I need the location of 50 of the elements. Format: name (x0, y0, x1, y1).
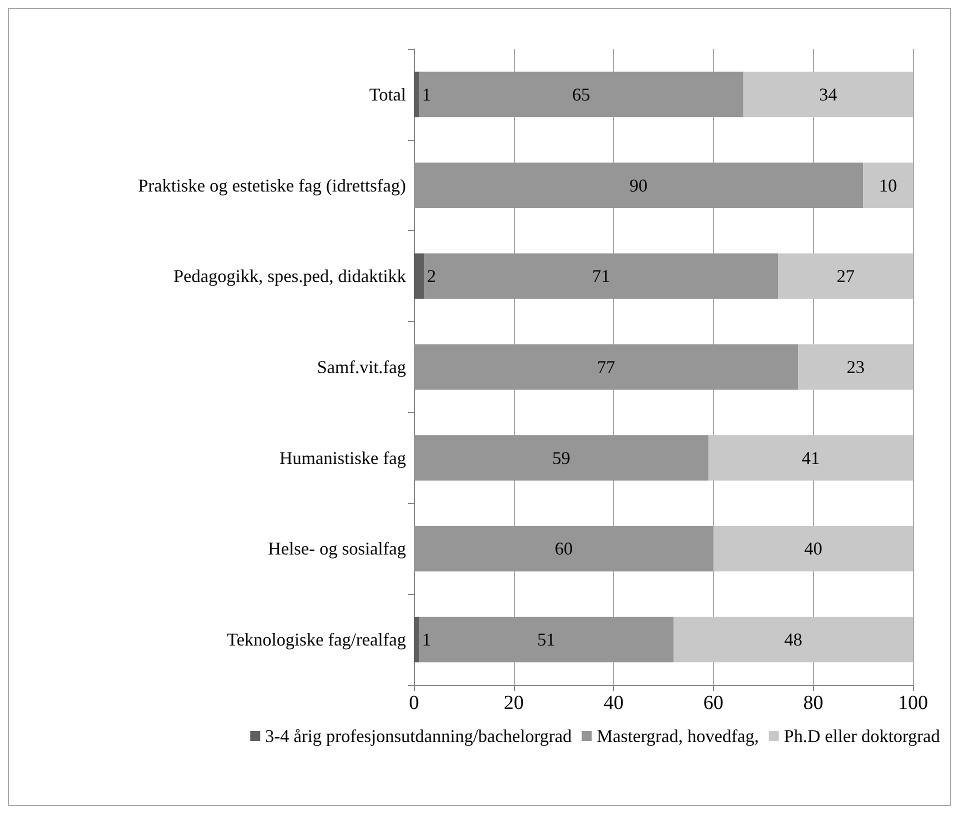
y-tick-label: Total (369, 84, 406, 104)
x-tick-label: 100 (898, 692, 928, 714)
bar (798, 344, 913, 390)
bar (743, 72, 913, 118)
bar (414, 344, 798, 390)
data-label: 2 (426, 266, 436, 286)
data-label: 60 (554, 538, 573, 559)
bar (414, 253, 424, 299)
legend-label: Ph.D eller doktorgrad (784, 726, 940, 746)
y-tick-label: Teknologiske fag/realfag (226, 630, 406, 650)
data-label: 23 (846, 357, 865, 377)
bar (713, 526, 913, 572)
x-tick-label: 40 (604, 692, 624, 714)
legend-label: Mastergrad, hovedfag, (596, 726, 759, 746)
data-label: 34 (819, 84, 838, 104)
data-label: 1 (422, 84, 431, 104)
legend-label: 3-4 årig profesjonsutdanning/bachelorgrad (265, 726, 572, 746)
y-tick-label: Humanistiske fag (280, 448, 406, 468)
bar (414, 162, 864, 208)
bar (414, 435, 708, 481)
bar (778, 253, 913, 299)
data-label: 40 (804, 538, 822, 559)
data-label: 90 (630, 175, 648, 196)
data-label: 77 (597, 357, 616, 377)
bar (414, 72, 419, 118)
data-label: 51 (537, 630, 556, 650)
x-tick-label: 0 (409, 692, 419, 714)
data-label: 27 (836, 266, 855, 286)
bar (418, 616, 674, 662)
y-tick-label: Praktiske og estetiske fag (idrettsfag) (138, 175, 406, 196)
data-label: 41 (802, 448, 820, 468)
bar (673, 616, 913, 662)
bar (424, 253, 778, 299)
y-tick-label: Helse- og sosialfag (268, 538, 406, 559)
bar (863, 162, 913, 208)
bar (414, 526, 714, 572)
x-tick-label: 60 (703, 692, 724, 714)
x-tick-label: 20 (504, 692, 524, 714)
data-label: 59 (552, 448, 570, 468)
data-label: 65 (572, 84, 590, 104)
bar (414, 616, 419, 662)
data-label: 48 (784, 630, 802, 650)
data-label: 71 (592, 266, 610, 286)
data-label: 10 (879, 175, 898, 196)
y-tick-label: Samf.vit.fag (317, 357, 406, 377)
bar (418, 72, 744, 118)
y-tick-label: Pedagogikk, spes.ped, didaktikk (174, 266, 406, 286)
data-label: 1 (422, 630, 431, 650)
bar (708, 435, 913, 481)
x-tick-label: 80 (803, 692, 824, 714)
